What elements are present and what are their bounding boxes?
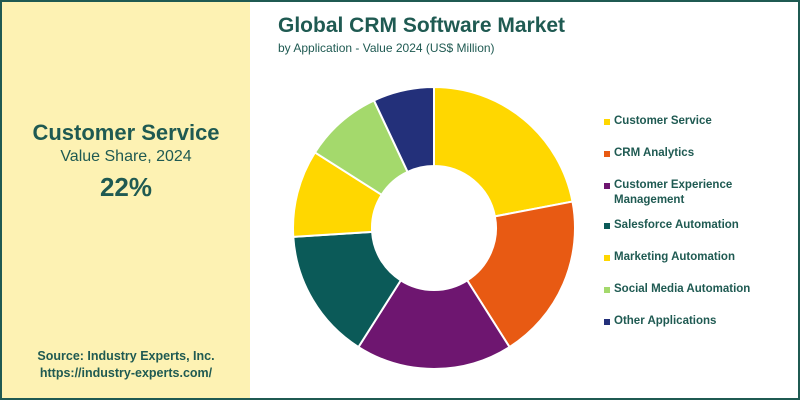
- chart-subtitle: by Application - Value 2024 (US$ Million…: [278, 41, 495, 55]
- legend-label: CRM Analytics: [614, 147, 695, 159]
- source-url: https://industry-experts.com/: [39, 366, 213, 380]
- legend-swatch: [604, 183, 610, 189]
- donut-slice-crm-analytics: [465, 200, 576, 349]
- legend-swatch: [604, 319, 610, 325]
- source-text: Source: Industry Experts, Inc.: [37, 349, 215, 363]
- legend-swatch: [604, 119, 610, 125]
- legend-swatch: [604, 255, 610, 261]
- donut-slice-salesforce-automation: [292, 230, 403, 349]
- donut-slice-customer-service: [433, 85, 574, 218]
- highlight-value: 22%: [99, 172, 153, 202]
- legend-label: Other Applications: [614, 315, 717, 327]
- legend-label: Social Media Automation: [614, 283, 751, 295]
- legend-label: Salesforce Automation: [614, 219, 739, 231]
- legend-label: Customer Experience Management: [614, 179, 733, 206]
- donut-slice-other-applications: [372, 85, 435, 174]
- legend-label: Customer Service: [614, 115, 712, 127]
- legend-label: Marketing Automation: [614, 251, 735, 263]
- highlight-segment-name: Customer Service: [32, 120, 220, 145]
- highlight-panel: Customer Service Value Share, 2024 22% S…: [2, 2, 250, 398]
- legend-swatch: [604, 287, 610, 293]
- highlight-subtitle: Value Share, 2024: [60, 148, 192, 165]
- donut-slice-customer-experience-management: [357, 278, 511, 370]
- legend-swatch: [604, 151, 610, 157]
- chart-title: Global CRM Software Market: [278, 14, 566, 37]
- legend-swatch: [604, 223, 610, 229]
